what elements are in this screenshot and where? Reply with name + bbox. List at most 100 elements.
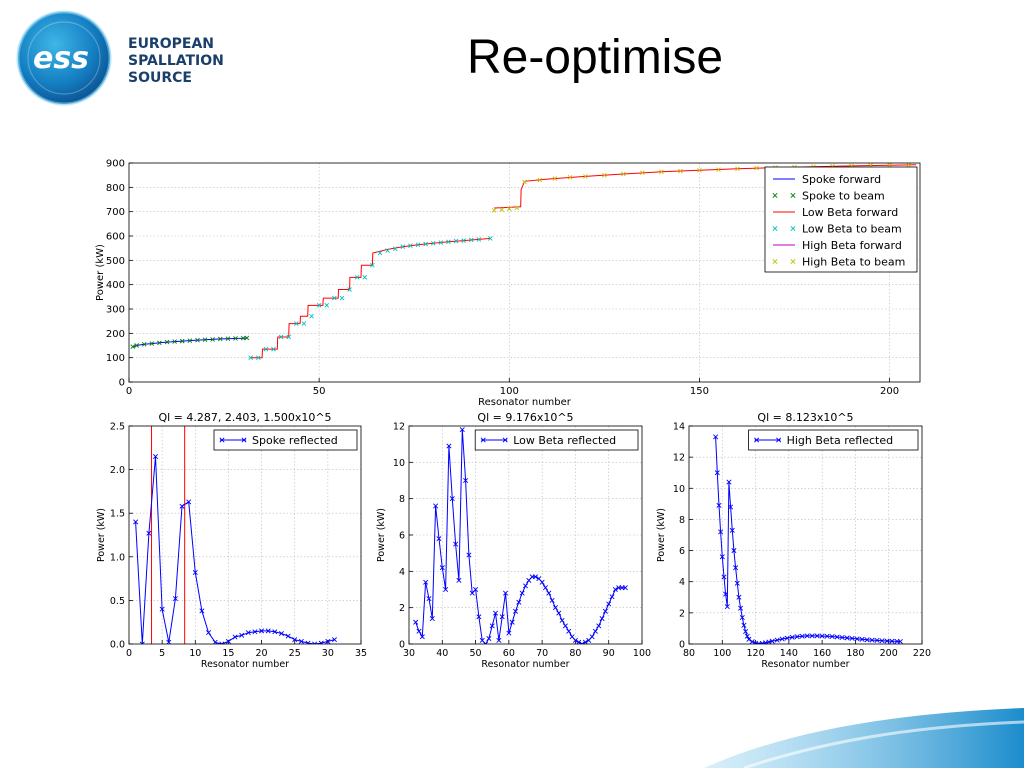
data-point xyxy=(640,170,645,176)
y-tick-label: 6 xyxy=(399,531,405,542)
data-point xyxy=(522,583,529,589)
chart-0: 0 50 100 150 200 0 100 200 300 400 500 600 700 800 900… xyxy=(95,159,921,408)
data-point xyxy=(423,579,429,585)
x-axis-label: Resonator number xyxy=(761,659,849,670)
data-point xyxy=(179,503,185,509)
data-point xyxy=(419,634,425,640)
data-point xyxy=(413,619,419,625)
y-tick-label: 2.0 xyxy=(110,465,125,476)
data-point xyxy=(446,443,452,449)
data-point xyxy=(385,248,390,253)
legend-marker-swatch xyxy=(790,258,796,265)
series-line xyxy=(250,237,491,359)
x-tick-label: 180 xyxy=(846,648,864,659)
data-point xyxy=(206,630,212,636)
y-tick-label: 900 xyxy=(106,159,125,170)
x-tick-label: 220 xyxy=(913,648,931,659)
logo-mark: ess xyxy=(33,41,89,76)
data-point xyxy=(179,338,185,344)
data-point xyxy=(459,427,465,433)
data-point xyxy=(159,606,165,612)
data-point xyxy=(416,628,422,634)
data-point xyxy=(133,519,139,525)
y-tick-label: 4 xyxy=(399,567,405,578)
data-point xyxy=(473,586,479,593)
data-point xyxy=(157,340,162,346)
y-tick-label: 0 xyxy=(399,640,405,651)
y-axis-label: Power (kW) xyxy=(376,508,387,562)
x-tick-label: 20 xyxy=(256,648,268,659)
data-point xyxy=(499,207,505,213)
data-point xyxy=(532,574,539,580)
data-point xyxy=(506,206,512,212)
data-point xyxy=(443,586,449,593)
legend: High Beta reflected xyxy=(748,429,919,451)
data-point xyxy=(724,604,730,610)
x-tick-label: 200 xyxy=(880,648,898,659)
legend-label: High Beta to beam xyxy=(802,256,905,269)
data-point xyxy=(512,608,519,614)
data-point xyxy=(499,614,505,620)
data-point xyxy=(769,638,775,644)
data-point xyxy=(566,628,572,634)
data-point xyxy=(252,629,258,635)
data-point xyxy=(697,167,702,173)
data-point xyxy=(232,634,238,640)
data-point xyxy=(294,321,299,326)
data-point xyxy=(240,335,246,341)
legend-marker-swatch xyxy=(772,192,778,199)
x-axis-label: Resonator number xyxy=(478,397,572,408)
data-point xyxy=(589,634,595,640)
y-tick-label: 8 xyxy=(679,515,685,526)
data-point xyxy=(549,597,555,603)
data-point xyxy=(729,527,735,533)
data-point xyxy=(491,208,497,213)
data-point xyxy=(621,171,626,177)
data-point xyxy=(286,334,292,340)
data-point xyxy=(854,636,860,642)
ess-logo: ess EUROPEAN SPALLATION SOURCE xyxy=(16,10,224,106)
data-point xyxy=(726,479,732,485)
data-point xyxy=(292,637,298,643)
data-point xyxy=(486,636,492,642)
data-point xyxy=(834,634,840,640)
data-point xyxy=(567,175,573,180)
data-point xyxy=(789,634,795,640)
data-point xyxy=(516,599,522,605)
data-point xyxy=(718,529,724,535)
y-tick-label: 100 xyxy=(106,353,125,364)
chart-1: 0 5 10 15 20 25 30 35 0.0 0.5 1.0 1.5 2.0 2.5 Resonato… xyxy=(96,411,367,670)
data-point xyxy=(278,334,284,340)
data-point xyxy=(731,548,737,554)
y-tick-label: 600 xyxy=(106,232,125,243)
data-point xyxy=(172,339,177,344)
x-tick-label: 140 xyxy=(780,648,798,659)
y-tick-label: 12 xyxy=(673,453,685,464)
y-tick-label: 800 xyxy=(106,183,125,194)
data-point xyxy=(285,633,291,639)
legend: Low Beta reflected xyxy=(474,429,639,451)
legend-marker-swatch xyxy=(790,225,796,232)
legend-label: Spoke to beam xyxy=(802,190,885,203)
x-axis-label: Resonator number xyxy=(481,659,569,670)
y-tick-label: 2 xyxy=(399,603,405,614)
data-point xyxy=(362,275,368,280)
data-point xyxy=(906,163,911,168)
x-tick-label: 150 xyxy=(690,386,709,397)
data-point xyxy=(889,638,895,644)
x-tick-label: 100 xyxy=(500,386,519,397)
data-point xyxy=(225,638,231,644)
x-tick-label: 80 xyxy=(683,648,695,659)
legend: Spoke reflected xyxy=(213,429,358,451)
data-point xyxy=(716,502,722,508)
data-point xyxy=(794,634,800,640)
data-point xyxy=(746,636,752,642)
plot-frame xyxy=(128,162,921,383)
data-point xyxy=(713,434,719,440)
x-tick-label: 30 xyxy=(322,648,334,659)
data-point xyxy=(272,629,278,635)
data-point xyxy=(149,341,155,346)
chart-title: Ql = 4.287, 2.403, 1.500x10^5 xyxy=(158,411,331,424)
plot-frame xyxy=(128,425,362,645)
